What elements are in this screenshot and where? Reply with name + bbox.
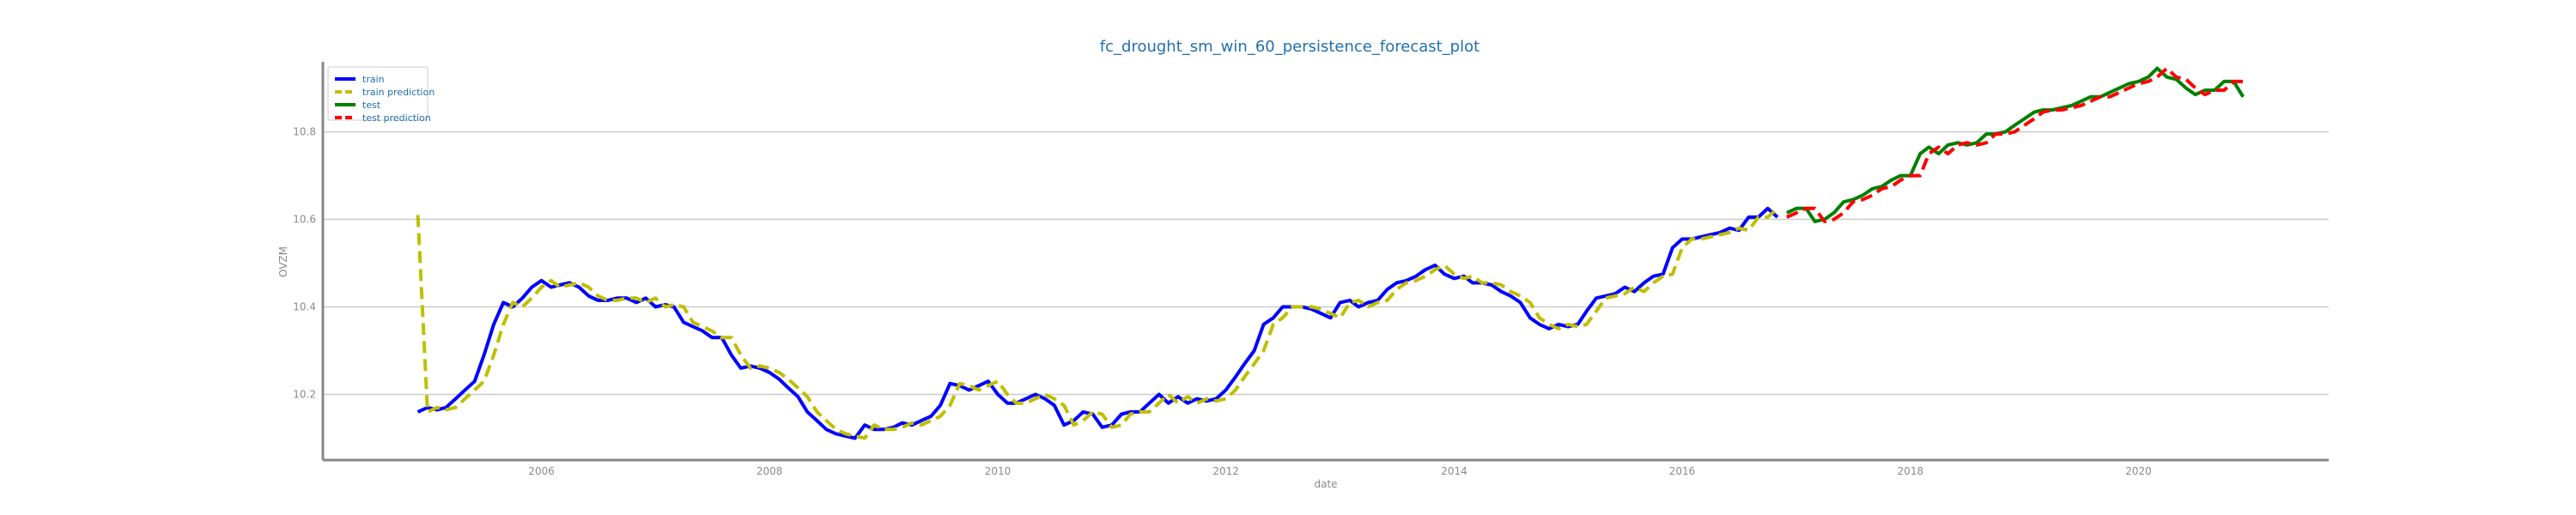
- chart-title: fc_drought_sm_win_60_persistence_forecas…: [1100, 38, 1479, 56]
- y-tick-label: 10.4: [293, 301, 316, 313]
- y-gridlines: [323, 130, 2329, 396]
- legend-label: train prediction: [362, 87, 434, 98]
- y-ticks: 10.2 10.4 10.6 10.8: [293, 126, 316, 401]
- x-tick-label: 2006: [528, 465, 555, 477]
- y-tick-label: 10.2: [293, 389, 316, 401]
- x-tick-label: 2008: [756, 465, 783, 477]
- x-tick-label: 2012: [1212, 465, 1239, 477]
- series-layer: [416, 66, 2245, 440]
- legend-label: test prediction: [362, 112, 431, 124]
- x-tick-label: 2016: [1669, 465, 1696, 477]
- y-tick-label: 10.6: [293, 214, 316, 226]
- x-tick-label: 2014: [1441, 465, 1467, 477]
- y-tick-label: 10.8: [293, 126, 316, 138]
- y-axis-label: OVZM: [277, 246, 289, 277]
- legend-label: test: [362, 100, 381, 111]
- x-ticks: 2006 2008 2010 2012 2014 2016 2018 2020: [528, 465, 2151, 477]
- x-tick-label: 2010: [985, 465, 1012, 477]
- x-tick-label: 2020: [2125, 465, 2152, 477]
- x-axis-label: date: [1314, 478, 1337, 490]
- series-line-test-prediction: [1786, 66, 2244, 224]
- x-tick-label: 2018: [1898, 465, 1924, 477]
- series-line-train: [416, 206, 1779, 440]
- legend-label: train: [362, 74, 385, 85]
- series-line-train-prediction: [416, 207, 1779, 440]
- axes: [321, 62, 2329, 462]
- series-line-test: [1786, 66, 2245, 224]
